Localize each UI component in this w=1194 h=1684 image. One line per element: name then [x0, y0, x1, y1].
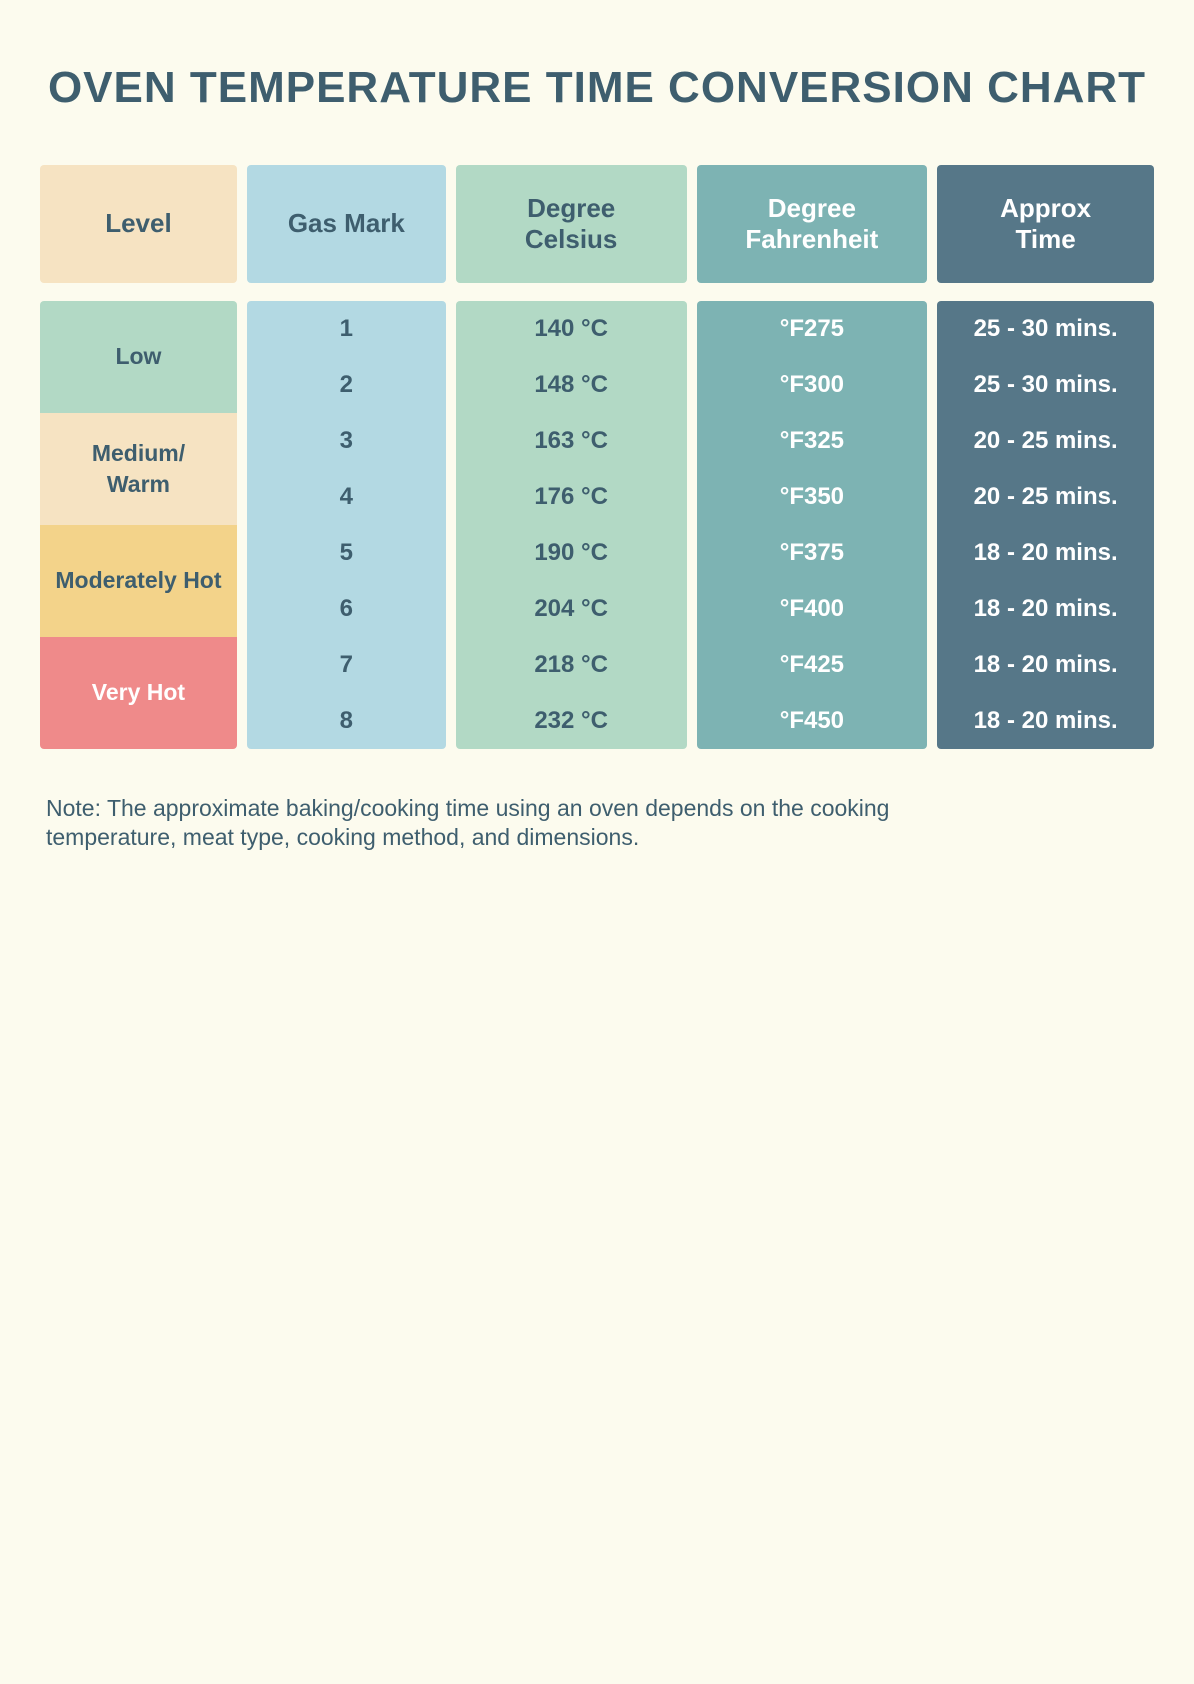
column-time: ApproxTime 25 - 30 mins. 25 - 30 mins. 2…	[937, 165, 1154, 749]
cell-time: 20 - 25 mins.	[937, 469, 1154, 525]
cell-celsius: 148 °C	[456, 357, 687, 413]
level-medium-warm: Medium/Warm	[40, 413, 237, 525]
cell-fahrenheit: °F400	[697, 581, 928, 637]
header-celsius: DegreeCelsius	[456, 165, 687, 283]
cell-fahrenheit: °F450	[697, 693, 928, 749]
cell-gas: 8	[247, 693, 446, 749]
cell-gas: 7	[247, 637, 446, 693]
cell-time: 18 - 20 mins.	[937, 693, 1154, 749]
celsius-body: 140 °C 148 °C 163 °C 176 °C 190 °C 204 °…	[456, 301, 687, 749]
cell-fahrenheit: °F275	[697, 301, 928, 357]
cell-time: 18 - 20 mins.	[937, 525, 1154, 581]
header-time: ApproxTime	[937, 165, 1154, 283]
cell-gas: 6	[247, 581, 446, 637]
cell-fahrenheit: °F300	[697, 357, 928, 413]
level-moderately-hot: Moderately Hot	[40, 525, 237, 637]
level-low: Low	[40, 301, 237, 413]
cell-time: 18 - 20 mins.	[937, 637, 1154, 693]
gas-body: 1 2 3 4 5 6 7 8	[247, 301, 446, 749]
cell-gas: 4	[247, 469, 446, 525]
cell-fahrenheit: °F350	[697, 469, 928, 525]
fahrenheit-body: °F275 °F300 °F325 °F350 °F375 °F400 °F42…	[697, 301, 928, 749]
cell-gas: 1	[247, 301, 446, 357]
cell-time: 25 - 30 mins.	[937, 357, 1154, 413]
cell-celsius: 176 °C	[456, 469, 687, 525]
cell-time: 25 - 30 mins.	[937, 301, 1154, 357]
cell-fahrenheit: °F425	[697, 637, 928, 693]
cell-celsius: 163 °C	[456, 413, 687, 469]
cell-time: 18 - 20 mins.	[937, 581, 1154, 637]
cell-celsius: 204 °C	[456, 581, 687, 637]
header-fahrenheit: DegreeFahrenheit	[697, 165, 928, 283]
conversion-chart: Level Low Medium/Warm Moderately Hot Ver…	[40, 165, 1154, 749]
footnote: Note: The approximate baking/cooking tim…	[40, 794, 940, 852]
cell-fahrenheit: °F325	[697, 413, 928, 469]
column-gas-mark: Gas Mark 1 2 3 4 5 6 7 8	[247, 165, 446, 749]
cell-gas: 5	[247, 525, 446, 581]
cell-celsius: 232 °C	[456, 693, 687, 749]
column-celsius: DegreeCelsius 140 °C 148 °C 163 °C 176 °…	[456, 165, 687, 749]
column-fahrenheit: DegreeFahrenheit °F275 °F300 °F325 °F350…	[697, 165, 928, 749]
header-gas: Gas Mark	[247, 165, 446, 283]
header-level: Level	[40, 165, 237, 283]
cell-time: 20 - 25 mins.	[937, 413, 1154, 469]
cell-celsius: 140 °C	[456, 301, 687, 357]
page-title: OVEN TEMPERATURE TIME CONVERSION CHART	[40, 60, 1154, 115]
cell-celsius: 190 °C	[456, 525, 687, 581]
cell-celsius: 218 °C	[456, 637, 687, 693]
time-body: 25 - 30 mins. 25 - 30 mins. 20 - 25 mins…	[937, 301, 1154, 749]
cell-fahrenheit: °F375	[697, 525, 928, 581]
cell-gas: 3	[247, 413, 446, 469]
level-body: Low Medium/Warm Moderately Hot Very Hot	[40, 301, 237, 749]
level-very-hot: Very Hot	[40, 637, 237, 749]
cell-gas: 2	[247, 357, 446, 413]
column-level: Level Low Medium/Warm Moderately Hot Ver…	[40, 165, 237, 749]
